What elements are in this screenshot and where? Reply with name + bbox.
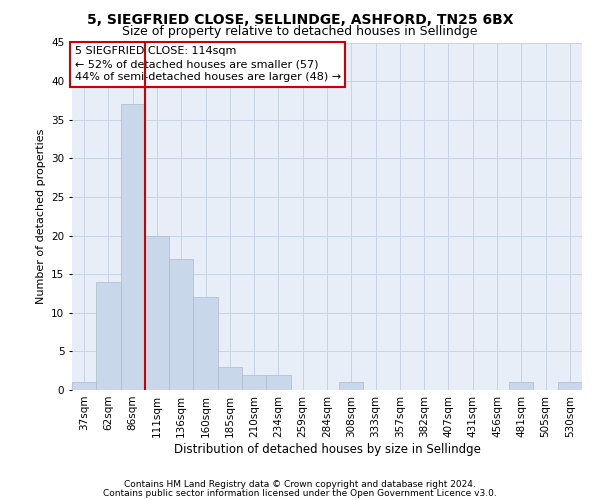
Text: Contains public sector information licensed under the Open Government Licence v3: Contains public sector information licen… xyxy=(103,488,497,498)
Bar xyxy=(242,374,266,390)
Y-axis label: Number of detached properties: Number of detached properties xyxy=(35,128,46,304)
Bar xyxy=(193,298,218,390)
Text: 5, SIEGFRIED CLOSE, SELLINDGE, ASHFORD, TN25 6BX: 5, SIEGFRIED CLOSE, SELLINDGE, ASHFORD, … xyxy=(87,12,513,26)
Bar xyxy=(96,282,121,390)
Bar xyxy=(339,382,364,390)
Bar xyxy=(509,382,533,390)
Bar xyxy=(218,367,242,390)
Text: 5 SIEGFRIED CLOSE: 114sqm
← 52% of detached houses are smaller (57)
44% of semi-: 5 SIEGFRIED CLOSE: 114sqm ← 52% of detac… xyxy=(74,46,341,82)
X-axis label: Distribution of detached houses by size in Sellindge: Distribution of detached houses by size … xyxy=(173,442,481,456)
Bar xyxy=(266,374,290,390)
Text: Contains HM Land Registry data © Crown copyright and database right 2024.: Contains HM Land Registry data © Crown c… xyxy=(124,480,476,489)
Bar xyxy=(169,258,193,390)
Bar xyxy=(72,382,96,390)
Bar xyxy=(121,104,145,390)
Bar xyxy=(145,236,169,390)
Text: Size of property relative to detached houses in Sellindge: Size of property relative to detached ho… xyxy=(122,25,478,38)
Bar xyxy=(558,382,582,390)
